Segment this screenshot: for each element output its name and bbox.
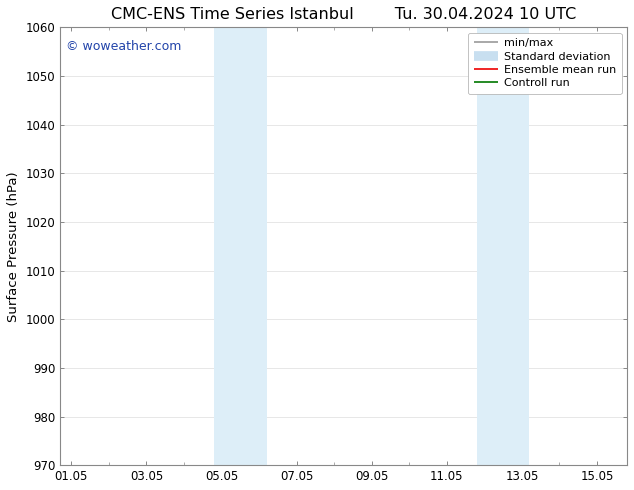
Bar [477, 27, 529, 465]
Y-axis label: Surface Pressure (hPa): Surface Pressure (hPa) [7, 171, 20, 321]
Text: © woweather.com: © woweather.com [66, 40, 181, 53]
Bar [214, 27, 267, 465]
Title: CMC-ENS Time Series Istanbul        Tu. 30.04.2024 10 UTC: CMC-ENS Time Series Istanbul Tu. 30.04.2… [111, 7, 576, 22]
Legend: min/max, Standard deviation, Ensemble mean run, Controll run: min/max, Standard deviation, Ensemble me… [468, 33, 621, 94]
